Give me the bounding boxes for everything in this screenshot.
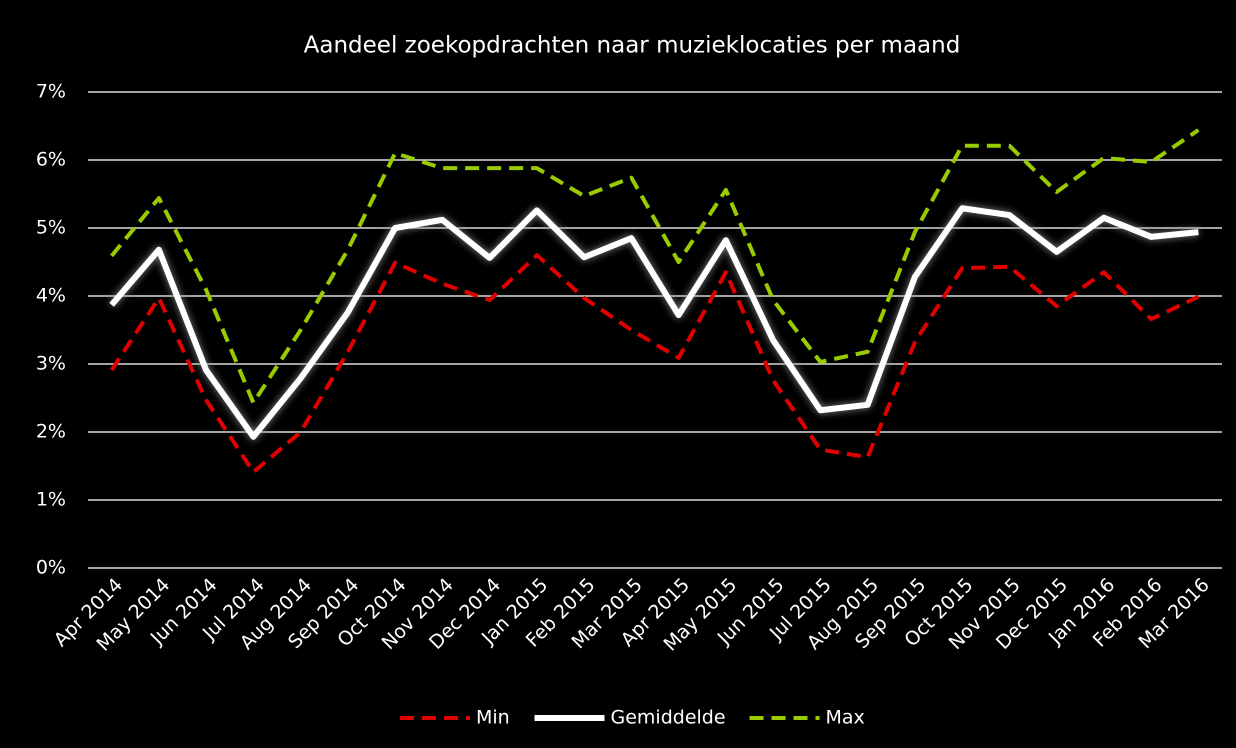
- y-tick-label: 2%: [36, 421, 66, 443]
- y-tick-label: 4%: [36, 285, 66, 307]
- y-tick-label: 3%: [36, 353, 66, 375]
- y-tick-label: 6%: [36, 149, 66, 171]
- legend-label: Min: [476, 707, 510, 729]
- line-series: [109, 205, 1199, 440]
- y-tick-label: 1%: [36, 489, 66, 511]
- chart-title: Aandeel zoekopdrachten naar muzieklocati…: [304, 33, 961, 59]
- line-series: [109, 253, 1200, 475]
- line-series: [110, 128, 1200, 405]
- legend-label: Max: [826, 707, 865, 729]
- y-tick-label: 7%: [36, 81, 66, 103]
- y-tick-label: 0%: [36, 557, 66, 579]
- y-tick-label: 5%: [36, 217, 66, 239]
- legend-label: Gemiddelde: [611, 707, 726, 729]
